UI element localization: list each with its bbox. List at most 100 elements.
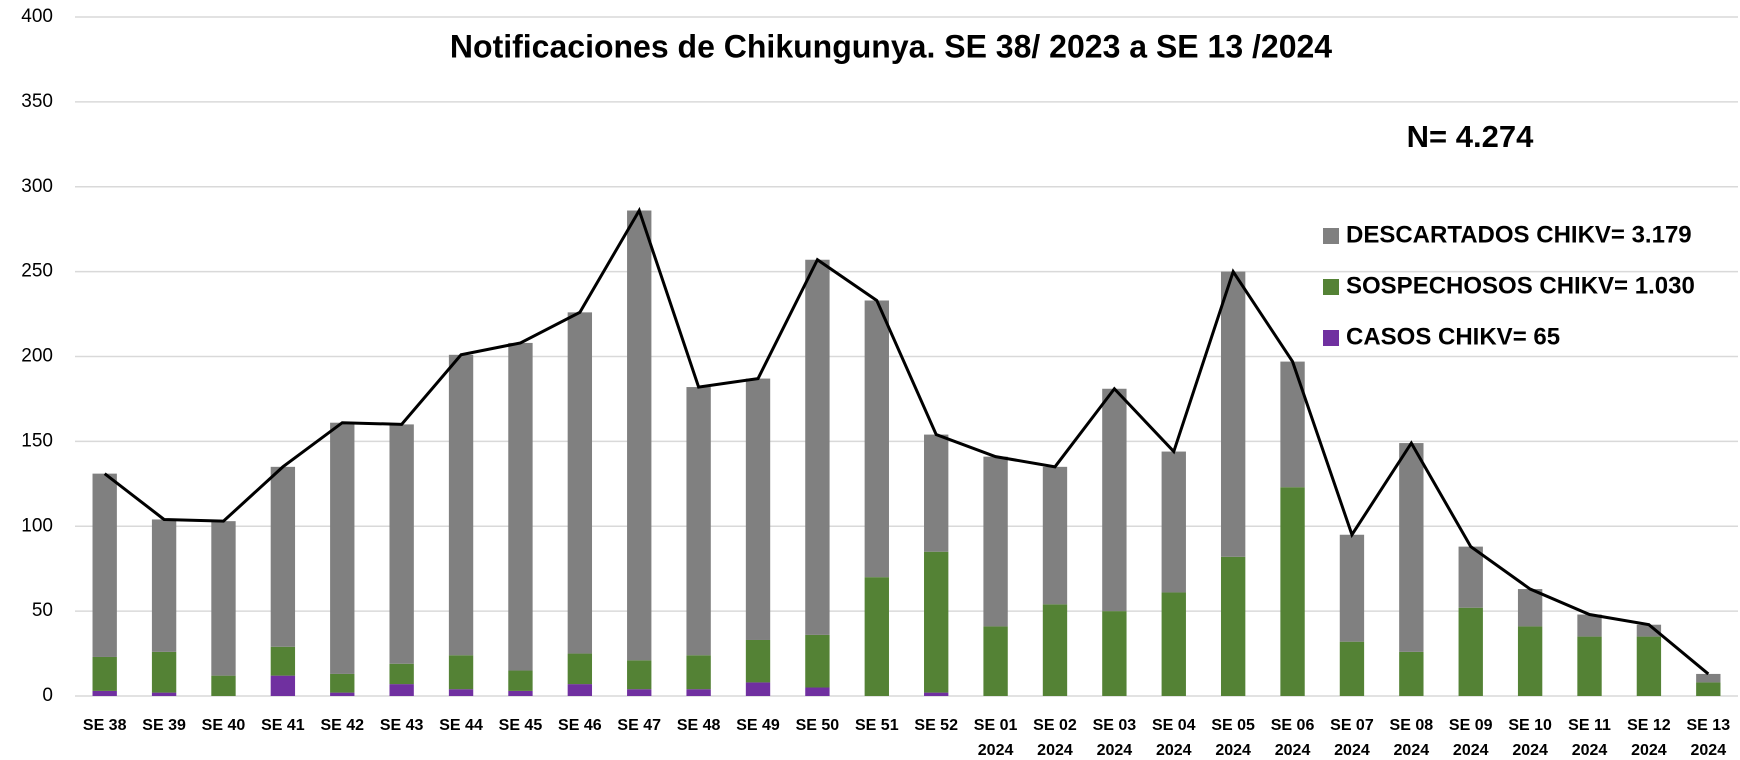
legend-swatch <box>1323 228 1339 244</box>
x-tick-label: SE 13 <box>1687 717 1731 734</box>
x-tick-label: 2024 <box>1037 742 1073 759</box>
legend-label: DESCARTADOS CHIKV= 3.179 <box>1346 221 1692 248</box>
x-tick-label: SE 46 <box>558 717 602 734</box>
x-tick-label: SE 07 <box>1330 717 1374 734</box>
x-tick-label: SE 11 <box>1568 717 1611 734</box>
bar-segment <box>805 687 830 696</box>
bar-segment <box>151 519 177 652</box>
bar-segment <box>1102 388 1127 612</box>
x-tick-label: 2024 <box>1334 742 1370 759</box>
bar-segment <box>448 689 474 696</box>
bar-segment <box>627 210 652 661</box>
x-tick-label: 2024 <box>1394 742 1430 759</box>
x-tick-label: SE 02 <box>1033 717 1077 734</box>
x-tick-label: 2024 <box>1275 742 1311 759</box>
x-tick-label: SE 38 <box>83 717 127 734</box>
legend-label: SOSPECHOSOS CHIKV= 1.030 <box>1346 272 1695 299</box>
bar-segment <box>508 670 533 691</box>
bar-segment <box>686 387 711 656</box>
bar-segment <box>567 684 593 696</box>
annotation: N= 4.274 <box>1407 119 1534 154</box>
x-tick-label: SE 44 <box>439 717 483 734</box>
bar-segment <box>864 300 889 578</box>
y-tick-label: 50 <box>32 600 53 621</box>
bar-segment <box>1399 651 1424 696</box>
x-tick-label: SE 12 <box>1627 717 1671 734</box>
bar-segment <box>864 577 889 696</box>
bar-segment <box>686 689 711 696</box>
bar-segment <box>389 684 414 696</box>
bar-segment <box>448 655 474 690</box>
bar-segment <box>389 424 414 664</box>
bar-segment <box>1161 592 1186 696</box>
x-tick-label: 2024 <box>1631 742 1667 759</box>
bar-segment <box>508 342 533 671</box>
x-tick-label: 2024 <box>1215 742 1251 759</box>
y-tick-label: 150 <box>21 430 53 451</box>
bar-segment <box>805 259 830 635</box>
bar-segment <box>211 521 236 676</box>
bar-segment <box>1636 636 1662 696</box>
bar-segment <box>448 354 474 656</box>
bar-segment <box>745 639 771 683</box>
bar-segment <box>1636 624 1662 637</box>
y-tick-label: 350 <box>21 91 53 112</box>
x-tick-label: SE 05 <box>1211 717 1255 734</box>
x-tick-label: SE 10 <box>1508 717 1552 734</box>
bar-segment <box>151 651 177 693</box>
x-tick-label: SE 51 <box>855 717 899 734</box>
bar-segment <box>1577 614 1602 637</box>
bar-segment <box>627 660 652 690</box>
x-tick-label: 2024 <box>978 742 1014 759</box>
y-tick-label: 300 <box>21 176 53 197</box>
bar-segment <box>1517 626 1543 696</box>
bar-segment <box>567 312 593 654</box>
bar-segment <box>1280 487 1305 696</box>
bar-segment <box>270 675 296 696</box>
bar-segment <box>924 434 949 552</box>
y-tick-label: 250 <box>21 261 53 282</box>
bar-segment <box>330 673 355 693</box>
bar-segment <box>1399 443 1424 652</box>
bar-segment <box>211 675 236 696</box>
x-tick-label: 2024 <box>1691 742 1727 759</box>
bar-segment <box>1517 589 1543 627</box>
x-tick-label: SE 49 <box>736 717 780 734</box>
bar-segment <box>270 646 296 676</box>
x-tick-label: SE 03 <box>1093 717 1137 734</box>
bar-segment <box>270 466 296 647</box>
legend-swatch <box>1323 279 1339 295</box>
y-tick-label: 100 <box>21 515 53 536</box>
x-tick-label: SE 52 <box>914 717 958 734</box>
bar-segment <box>389 663 414 685</box>
bar-segment <box>745 682 771 696</box>
bar-segment <box>330 692 355 696</box>
y-tick-label: 0 <box>42 685 53 706</box>
bar-segment <box>151 692 177 696</box>
legend-swatch <box>1323 330 1339 346</box>
x-tick-label: SE 47 <box>617 717 661 734</box>
bar-segment <box>983 456 1008 627</box>
bar-segment <box>92 473 117 657</box>
bar-segment <box>330 422 355 674</box>
bar-segment <box>1458 546 1483 608</box>
x-tick-label: SE 09 <box>1449 717 1493 734</box>
bar-segment <box>508 690 533 696</box>
x-tick-label: SE 39 <box>142 717 186 734</box>
bar-segment <box>805 634 830 688</box>
bar-segment <box>1696 673 1721 683</box>
x-tick-label: SE 40 <box>202 717 246 734</box>
bar-segment <box>1042 466 1068 605</box>
bar-segment <box>983 626 1008 696</box>
bar-segment <box>567 653 593 685</box>
x-tick-label: SE 42 <box>320 717 364 734</box>
bar-segment <box>92 656 117 691</box>
x-tick-label: SE 04 <box>1152 717 1196 734</box>
y-tick-label: 400 <box>21 6 53 27</box>
x-tick-label: 2024 <box>1156 742 1192 759</box>
x-tick-label: SE 45 <box>499 717 543 734</box>
bar-segment <box>1577 636 1602 696</box>
x-tick-label: SE 01 <box>974 717 1018 734</box>
bar-segment <box>1280 361 1305 488</box>
